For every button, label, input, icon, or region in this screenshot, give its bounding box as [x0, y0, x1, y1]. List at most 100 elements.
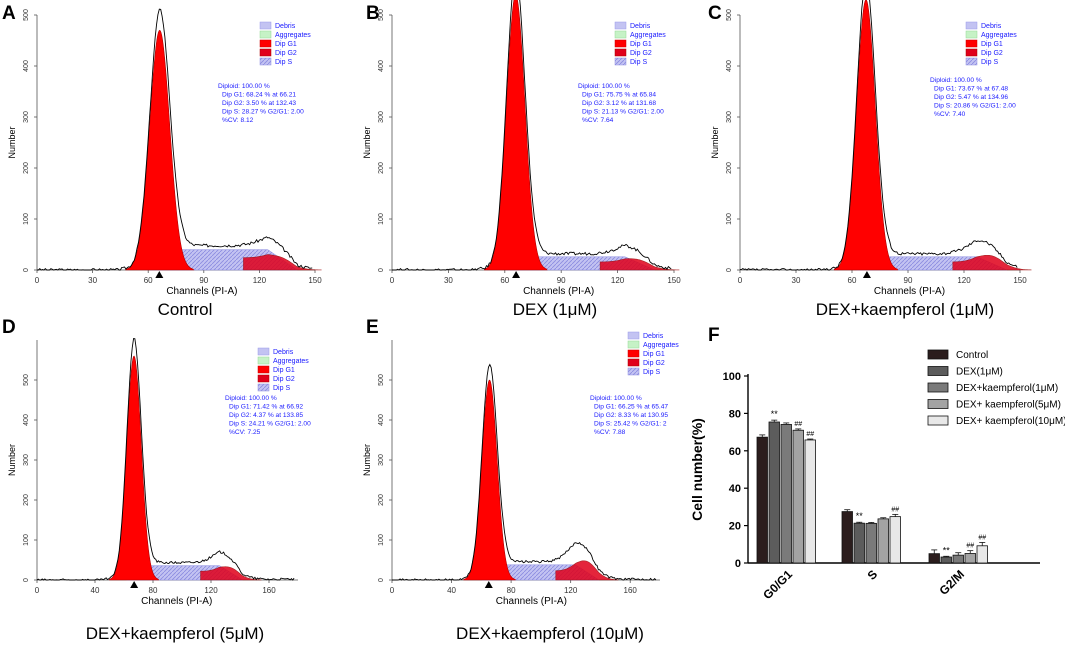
- x-tick-label: 40: [91, 586, 100, 595]
- significance-mark: ##: [966, 543, 974, 550]
- histogram-outline: [36, 337, 295, 581]
- y-tick-label: 0: [726, 268, 733, 272]
- legend-swatch: [614, 57, 627, 66]
- bar-s-3: [877, 518, 889, 564]
- x-tick-label: 30: [88, 276, 97, 285]
- legend-swatch: [627, 358, 640, 367]
- significance-mark: ##: [806, 431, 814, 438]
- panel-b-caption: DEX (1μM): [512, 300, 598, 319]
- legend-swatch: [259, 21, 272, 30]
- y-tick-label: 200: [726, 162, 733, 174]
- legend-swatch: [965, 30, 978, 39]
- y-tick-label: 300: [23, 454, 30, 466]
- y-tick-label: 100: [726, 213, 733, 225]
- stats-line: Diploid: 100.00 %: [578, 83, 630, 90]
- bar-g2m-0: [928, 553, 940, 564]
- g1-marker-triangle: [130, 581, 139, 588]
- y-tick-label: 400: [23, 414, 30, 426]
- g1-marker-triangle: [862, 271, 871, 278]
- y-tick-label: 400: [378, 60, 385, 72]
- legend-label: Dip S: [630, 59, 647, 66]
- x-tick-label: 60: [500, 276, 509, 285]
- bar-legend-label: DEX+ kaempferol(10μM): [956, 416, 1065, 427]
- bar-legend-label: DEX(1μM): [956, 367, 1003, 378]
- bar-y-tick-label: 60: [729, 446, 741, 458]
- histogram-panel-a: A 0 100 200 300 400 500 0 30 60 90 120 150 Number Chan…: [2, 3, 322, 297]
- category-label: G2/M: [936, 567, 967, 598]
- stats-line: Dip S: 24.21 % G2/G1: 2.00: [229, 421, 311, 428]
- legend-swatch: [257, 365, 270, 374]
- x-tick-label: 0: [35, 276, 40, 285]
- bar-y-tick-label: 80: [729, 408, 741, 420]
- bar-legend-label: DEX+ kaempferol(5μM): [956, 400, 1061, 411]
- legend-label: Dip G1: [273, 367, 295, 374]
- stats-line: %CV: 8.12: [222, 117, 254, 124]
- x-tick-label: 30: [444, 276, 453, 285]
- legend-label: Aggregates: [275, 32, 311, 39]
- y-tick-label: 300: [378, 111, 385, 123]
- stats-line: Dip S: 21.13 % G2/G1: 2.00: [582, 109, 664, 116]
- x-axis-label: Channels (PI-A): [141, 596, 212, 607]
- bar-g0g1-1: [768, 421, 780, 564]
- bar-g2m-4: [976, 545, 988, 564]
- bar-legend-swatch: [927, 366, 949, 376]
- bar-y-tick-label: 100: [723, 371, 741, 383]
- bar-g0g1-2: [780, 424, 792, 564]
- legend-label: Dip G1: [643, 351, 665, 358]
- bar-y-tick-label: 40: [729, 483, 741, 495]
- x-tick-label: 80: [507, 586, 516, 595]
- y-tick-label: 500: [378, 9, 385, 21]
- stats-line: Dip G1: 75.75 % at 65.84: [582, 92, 656, 99]
- x-tick-label: 150: [308, 276, 322, 285]
- panel-c-caption: DEX+kaempferol (1μM): [815, 300, 995, 319]
- histogram-panel-d: D 0 100 200 300 400 500 0 40 80 120 160 Number Channe…: [2, 317, 311, 607]
- legend-label: Dip G2: [981, 50, 1003, 57]
- x-tick-label: 60: [144, 276, 153, 285]
- dip-g1-peak: [109, 355, 160, 581]
- legend-swatch: [259, 30, 272, 39]
- bar-legend-label: DEX+kaempferol(1μM): [956, 383, 1058, 394]
- stats-line: Dip S: 20.86 % G2/G1: 2.00: [934, 103, 1016, 110]
- y-tick-label: 500: [23, 9, 30, 21]
- x-axis-label: Channels (PI-A): [166, 286, 237, 297]
- x-tick-label: 40: [447, 586, 456, 595]
- legend-label: Dip G2: [643, 360, 665, 367]
- legend-label: Dip G2: [630, 50, 652, 57]
- x-tick-label: 90: [199, 276, 208, 285]
- legend-swatch: [627, 367, 640, 376]
- stats-line: Diploid: 100.00 %: [218, 83, 270, 90]
- x-tick-label: 90: [557, 276, 566, 285]
- histogram-outline: [37, 8, 313, 271]
- dip-g2-peak: [200, 566, 262, 581]
- y-tick-label: 500: [23, 374, 30, 386]
- significance-mark: **: [856, 511, 864, 521]
- x-tick-label: 0: [738, 276, 743, 285]
- legend-swatch: [259, 39, 272, 48]
- y-tick-label: 400: [726, 60, 733, 72]
- stats-line: Diploid: 100.00 %: [590, 395, 642, 402]
- legend-swatch: [614, 30, 627, 39]
- legend-label: Aggregates: [630, 32, 666, 39]
- stats-line: %CV: 7.88: [594, 429, 626, 436]
- panel-d-caption: DEX+kaempferol (5μM): [85, 624, 265, 643]
- x-axis-label: Channels (PI-A): [874, 286, 945, 297]
- histogram-outline: [739, 0, 1018, 271]
- legend-label: Dip G2: [273, 376, 295, 383]
- legend-label: Debris: [630, 23, 651, 30]
- dip-g1-peak: [125, 29, 195, 271]
- bar-legend-swatch: [927, 399, 949, 409]
- g1-marker-triangle: [155, 271, 164, 278]
- y-tick-label: 200: [23, 494, 30, 506]
- y-tick-label: 0: [378, 578, 385, 582]
- histogram-outline: [392, 0, 672, 271]
- bar-s-2: [865, 522, 877, 564]
- legend-label: Dip S: [981, 59, 998, 66]
- x-axis-label: Channels (PI-A): [496, 596, 567, 607]
- y-tick-label: 200: [378, 494, 385, 506]
- x-tick-label: 120: [204, 586, 218, 595]
- x-tick-label: 80: [149, 586, 158, 595]
- legend-label: Aggregates: [273, 358, 309, 365]
- y-tick-label: 100: [23, 213, 30, 225]
- y-tick-label: 500: [726, 9, 733, 21]
